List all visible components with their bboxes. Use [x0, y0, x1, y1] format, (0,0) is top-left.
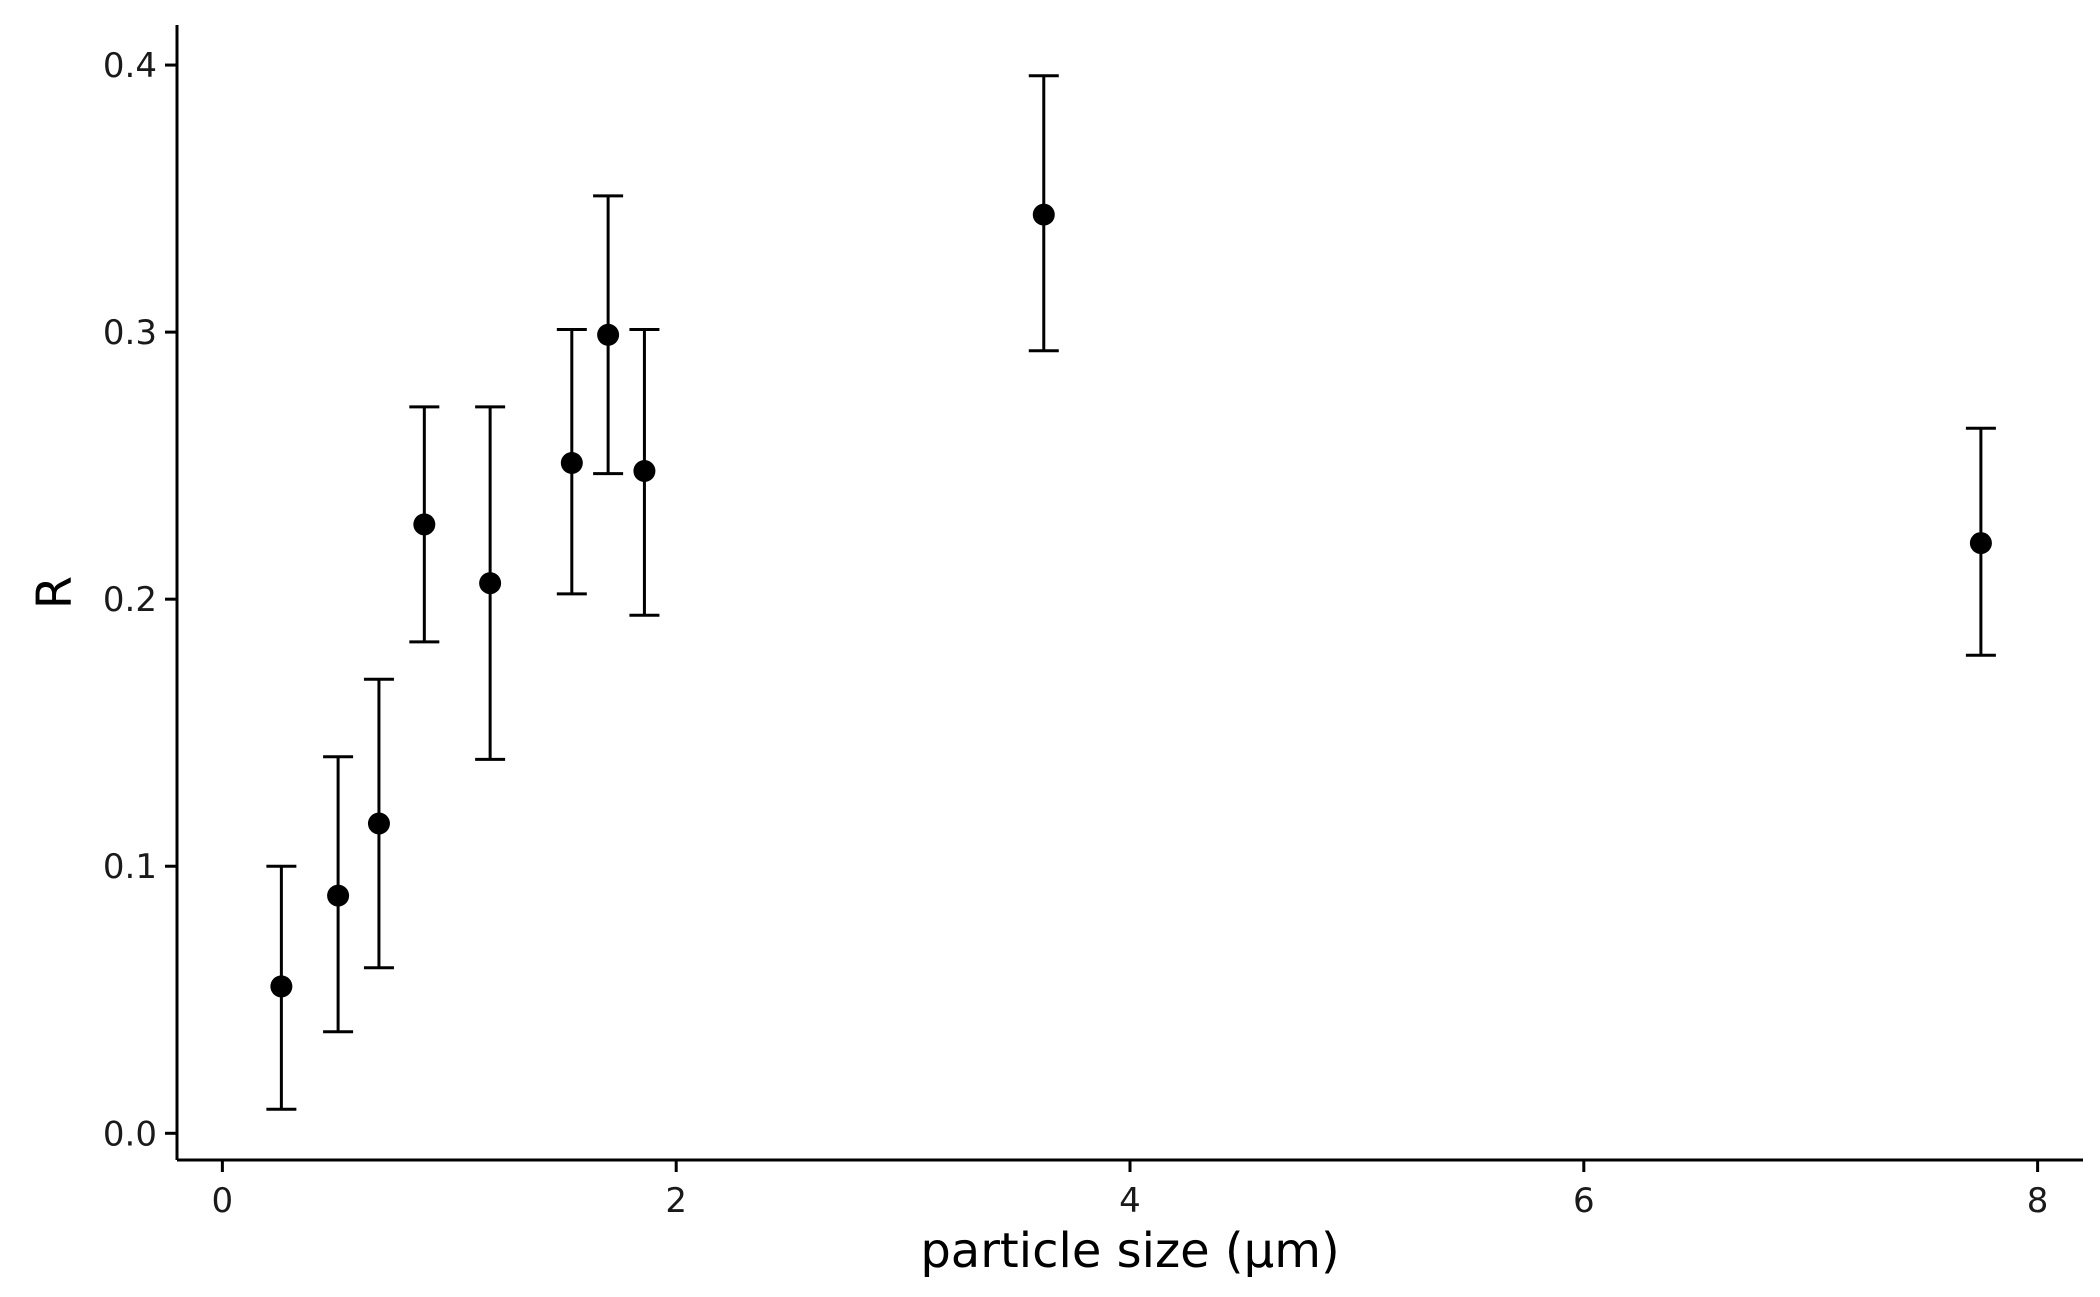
y-tick-label: 0.1 [103, 847, 157, 887]
x-tick-label: 0 [212, 1181, 234, 1221]
data-point-group [593, 194, 624, 476]
y-tick-label: 0.4 [103, 46, 157, 86]
x-tick-label: 8 [2027, 1181, 2049, 1221]
data-point [270, 975, 293, 998]
y-axis-ticks: 0.0 0.1 0.2 0.3 0.4 [103, 46, 177, 1154]
data-point [633, 459, 656, 482]
y-tick-label: 0.0 [103, 1114, 157, 1154]
y-tick-label: 0.2 [103, 580, 157, 620]
data-point [367, 812, 390, 835]
data-point-group [409, 405, 440, 644]
x-tick-label: 4 [1119, 1181, 1141, 1221]
x-tick-label: 2 [665, 1181, 687, 1221]
data-point-group [475, 405, 506, 761]
data-point-group [1028, 74, 1059, 353]
data-point [1969, 532, 1992, 555]
data-point [560, 451, 583, 474]
data-point [479, 572, 502, 595]
x-axis-title: particle size (µm) [920, 1223, 1339, 1279]
y-axis-title: R [27, 576, 83, 609]
x-axis-ticks: 0 2 4 6 8 [212, 1160, 2049, 1221]
data-point [1032, 203, 1055, 226]
y-tick-label: 0.3 [103, 313, 157, 353]
data-marks [266, 74, 1996, 1111]
data-point-group [629, 327, 660, 617]
x-tick-label: 6 [1573, 1181, 1595, 1221]
data-point-group [556, 327, 587, 596]
data-point [597, 323, 620, 346]
data-point-group [363, 677, 394, 970]
data-point [413, 513, 436, 536]
data-point [327, 884, 350, 907]
data-point-group [323, 755, 354, 1034]
data-point-group [266, 864, 297, 1111]
plot-area: 0 2 4 6 8 0.0 0.1 0.2 0.3 0.4 [103, 25, 2083, 1221]
data-point-group [1965, 426, 1996, 657]
